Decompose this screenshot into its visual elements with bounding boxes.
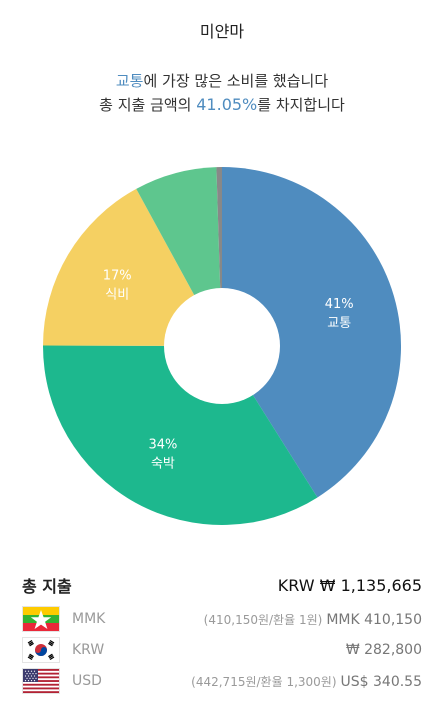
- currency-row-mmk[interactable]: MMK (410,150원/환율 1원) MMK 410,150: [22, 606, 422, 632]
- currency-code: USD: [72, 673, 102, 689]
- top-category-percent: 41.05%: [196, 95, 258, 114]
- summary-line-2-prefix: 총 지출 금액의: [99, 96, 197, 114]
- currency-detail: (442,715원/환율 1,300원) US$ 340.55: [191, 673, 422, 690]
- page-title: 미얀마: [199, 22, 245, 41]
- currency-amount: US$ 340.55: [340, 673, 422, 690]
- currency-detail: (410,150원/환율 1원) MMK 410,150: [204, 611, 422, 628]
- summary-line-2-suffix: 를 차지합니다: [257, 96, 345, 114]
- summary-line-1: 교통에 가장 많은 소비를 했습니다: [0, 70, 444, 93]
- summary-line-2: 총 지출 금액의 41.05%를 차지합니다: [0, 93, 444, 117]
- currency-code: KRW: [72, 642, 105, 658]
- total-spending-row: 총 지출 KRW ₩ 1,135,665: [22, 572, 422, 598]
- total-spending-label: 총 지출: [22, 577, 72, 596]
- currency-row-krw[interactable]: KRW ₩ 282,800: [22, 637, 422, 663]
- spending-donut-chart: 41% 교통 34% 숙박 17% 식비: [42, 167, 402, 526]
- myanmar-flag-icon: [22, 606, 60, 632]
- summary-line-1-text: 에 가장 많은 소비를 했습니다: [143, 72, 329, 90]
- slice-percent-label: 17%: [103, 269, 132, 284]
- total-spending-value: KRW ₩ 1,135,665: [277, 575, 422, 595]
- currency-row-usd[interactable]: USD (442,715원/환율 1,300원) US$ 340.55: [22, 668, 422, 694]
- pie-slice-1[interactable]: [222, 167, 402, 498]
- korea-flag-icon: [22, 637, 60, 663]
- currency-detail: ₩ 282,800: [342, 642, 422, 658]
- pie-slice-3[interactable]: [43, 188, 222, 346]
- slice-category-label: 교통: [327, 316, 351, 331]
- spending-summary: 교통에 가장 많은 소비를 했습니다 총 지출 금액의 41.05%를 차지합니…: [0, 70, 444, 117]
- top-category: 교통: [115, 72, 144, 90]
- slice-category-label: 식비: [105, 288, 129, 303]
- slice-percent-label: 34%: [148, 438, 177, 453]
- exchange-rate: (410,150원/환율 1원): [203, 612, 323, 627]
- usa-flag-icon: [22, 668, 60, 694]
- donut-hole: [164, 288, 280, 404]
- currency-amount: MMK 410,150: [326, 611, 422, 628]
- currency-amount: ₩ 282,800: [345, 642, 422, 658]
- exchange-rate: (442,715원/환율 1,300원): [191, 674, 337, 689]
- slice-category-label: 숙박: [151, 457, 175, 472]
- slice-percent-label: 41%: [325, 297, 354, 312]
- currency-code: MMK: [72, 611, 106, 627]
